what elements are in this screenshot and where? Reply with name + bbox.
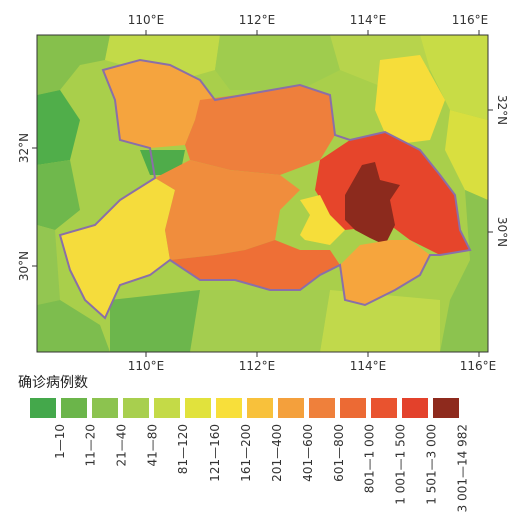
left-axis: 32°N 30°N <box>17 133 37 281</box>
legend-swatch <box>432 398 459 418</box>
right-tick-label: 32°N <box>495 95 509 125</box>
province-small-yellow <box>300 195 345 245</box>
legend-item: 3 001—14 982 <box>431 398 470 524</box>
legend-swatch <box>215 398 242 418</box>
legend-item: 801—1 000 <box>338 398 377 524</box>
region-patch <box>37 35 110 95</box>
region-patch <box>215 35 340 90</box>
legend-item: 41—80 <box>121 398 160 524</box>
legend-item: 201—400 <box>245 398 284 524</box>
legend-item: 161—200 <box>214 398 253 524</box>
legend-item: 11—20 <box>59 398 98 524</box>
region-patch <box>420 35 488 120</box>
legend-swatch <box>60 398 87 418</box>
province-small-green <box>280 200 310 235</box>
top-axis: 110°E 112°E 114°E 116°E <box>128 13 489 35</box>
legend-title: 确诊病例数 <box>18 375 88 391</box>
legend-swatch <box>122 398 149 418</box>
bottom-tick-label: 110°E <box>128 359 165 373</box>
region-patch <box>37 160 80 230</box>
province-central <box>155 160 300 260</box>
legend-item: 1—10 <box>28 398 67 524</box>
province-northwest-orange <box>103 60 215 148</box>
legend-item: 81—120 <box>152 398 191 524</box>
region-patch <box>440 190 488 352</box>
province-west-yellow <box>60 178 175 318</box>
legend-item: 1 501—3 000 <box>400 398 439 524</box>
left-tick-label: 30°N <box>17 251 31 281</box>
region-patch <box>105 35 220 80</box>
legend-item: 601—800 <box>307 398 346 524</box>
region-patch <box>445 110 488 200</box>
bottom-tick-label: 114°E <box>350 359 387 373</box>
legend-swatch <box>91 398 118 418</box>
region-patch <box>37 90 80 165</box>
legend-swatch <box>29 398 56 418</box>
region-patch <box>37 225 60 305</box>
map-frame <box>36 34 489 353</box>
region-patch <box>320 290 440 352</box>
legend-swatch <box>153 398 180 418</box>
legend-item: 401—600 <box>276 398 315 524</box>
legend-swatch <box>277 398 304 418</box>
top-tick-label: 114°E <box>350 13 387 27</box>
right-tick-label: 30°N <box>495 217 509 247</box>
bottom-axis: 110°E 112°E 114°E 116°E <box>128 352 497 373</box>
province-southeast <box>340 240 430 305</box>
region-patch <box>190 290 330 352</box>
region-patch <box>37 300 110 352</box>
bottom-tick-label: 116°E <box>460 359 497 373</box>
province-south-central <box>170 240 340 290</box>
top-tick-label: 116°E <box>452 13 489 27</box>
legend-swatch <box>339 398 366 418</box>
top-tick-label: 112°E <box>239 13 276 27</box>
bottom-tick-label: 112°E <box>239 359 276 373</box>
province-boundary <box>58 58 472 320</box>
legend: 1—10 11—20 21—40 41—80 81—120 121—160 16… <box>28 398 470 524</box>
legend-swatch <box>246 398 273 418</box>
top-tick-label: 110°E <box>128 13 165 27</box>
region-patch <box>110 290 200 352</box>
legend-item: 1 001—1 500 <box>369 398 408 524</box>
province-central-north <box>185 85 335 175</box>
legend-swatch <box>370 398 397 418</box>
region-patch <box>375 55 445 145</box>
legend-swatch <box>184 398 211 418</box>
legend-swatch <box>401 398 428 418</box>
legend-swatch <box>308 398 335 418</box>
legend-item: 121—160 <box>183 398 222 524</box>
legend-item: 21—40 <box>90 398 129 524</box>
right-axis: 32°N 30°N <box>488 95 509 247</box>
legend-label: 3 001—14 982 <box>455 424 470 513</box>
left-tick-label: 32°N <box>17 133 31 163</box>
province-wuhan <box>345 162 400 245</box>
